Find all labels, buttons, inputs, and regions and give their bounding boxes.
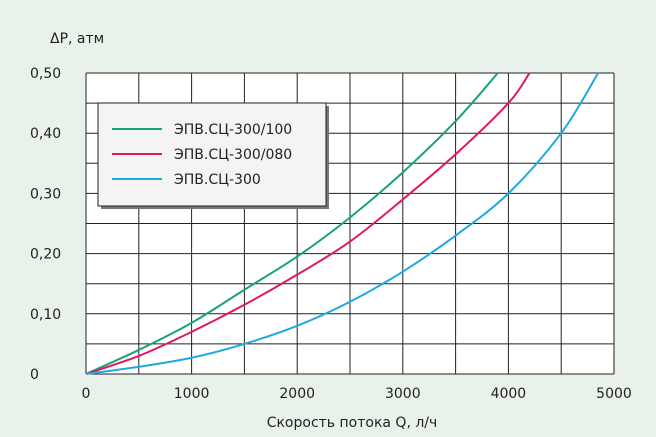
x-tick-label: 3000 xyxy=(385,386,421,402)
series-lines xyxy=(85,72,600,375)
legend-entry: ЭПВ.СЦ-300 xyxy=(174,172,261,188)
series-line-1 xyxy=(85,72,499,375)
series-line-3 xyxy=(85,72,600,375)
legend: ЭПВ.СЦ-300/100 ЭПВ.СЦ-300/080 ЭПВ.СЦ-300 xyxy=(97,102,329,209)
y-tick-label: 0 xyxy=(30,367,39,383)
y-tick-label: 0,40 xyxy=(30,126,61,142)
series-line-2 xyxy=(85,72,531,375)
x-tick-label: 0 xyxy=(82,386,91,402)
y-tick-label: 0,10 xyxy=(30,307,61,323)
x-tick-label: 4000 xyxy=(491,386,527,402)
legend-entry: ЭПВ.СЦ-300/100 xyxy=(174,122,292,138)
x-tick-label: 2000 xyxy=(279,386,315,402)
y-tick-label: 0,20 xyxy=(30,247,61,263)
x-tick-label: 5000 xyxy=(596,386,632,402)
legend-entry: ЭПВ.СЦ-300/080 xyxy=(174,147,292,163)
y-axis-label: ΔP, атм xyxy=(50,31,104,47)
y-tick-label: 0,30 xyxy=(30,186,61,202)
x-tick-label: 1000 xyxy=(174,386,210,402)
x-axis-label: Скорость потока Q, л/ч xyxy=(267,415,438,431)
y-tick-label: 0,50 xyxy=(30,66,61,82)
ticks: 0 1000 2000 3000 4000 5000 0 0,10 0,20 0,30 0,40 0,… xyxy=(30,66,632,402)
